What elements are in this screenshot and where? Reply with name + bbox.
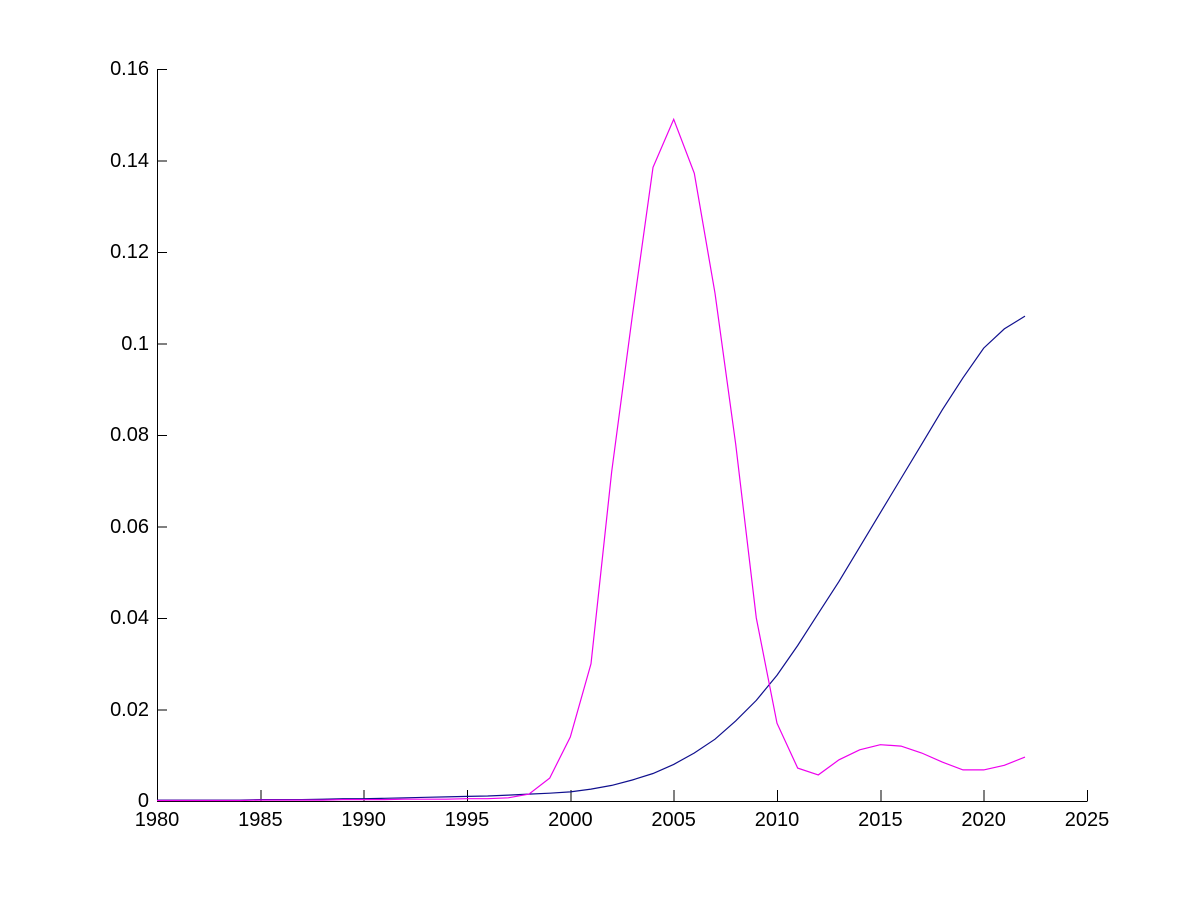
x-tick-label: 2020 [961,809,1006,831]
y-tick-label: 0.08 [110,424,149,446]
y-tick-label: 0.04 [110,607,149,629]
series-lines [157,117,1026,802]
y-tick-label: 0.12 [110,241,149,263]
x-tick-label: 1980 [134,809,180,831]
x-tick-label: 2015 [858,809,903,831]
x-tick-label: 2010 [754,809,800,831]
y-axis-tick-marks [157,69,167,802]
magenta-curve-line [157,117,1026,802]
axes [157,69,1088,802]
x-tick-label: 2005 [651,809,696,831]
x-tick-label: 1985 [238,809,283,831]
x-tick-label: 1995 [444,809,490,831]
x-tick-label: 2025 [1064,809,1110,831]
x-axis-tick-marks [157,790,1088,801]
x-tick-label: 1990 [341,809,386,831]
y-tick-label: 0.06 [110,515,149,538]
dark-blue-curve-line [157,315,1026,801]
y-tick-label: 0.1 [121,332,149,355]
y-tick-label: 0 [137,790,149,812]
y-tick-label: 0.14 [110,149,149,172]
y-tick-label: 0.02 [110,698,149,721]
x-tick-label: 2000 [548,809,593,831]
y-tick-label: 0.16 [110,58,149,80]
